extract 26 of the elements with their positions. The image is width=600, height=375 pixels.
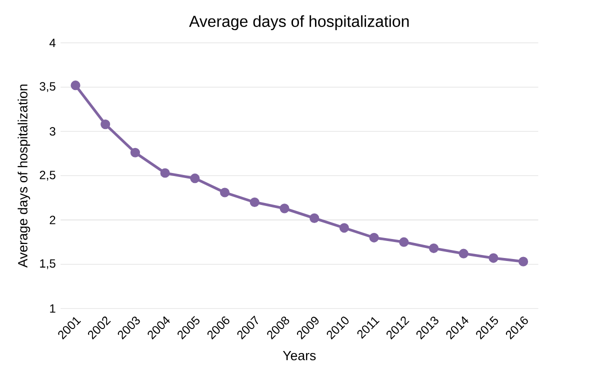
point [428, 244, 439, 254]
y-tick-label: 1,5 [40, 259, 56, 270]
point [339, 223, 349, 233]
y-tick-label: 3 [50, 127, 56, 136]
point [160, 168, 170, 178]
y-tick-label: 2 [50, 216, 56, 224]
point [130, 148, 140, 158]
y-tick-label: 3,5 [40, 82, 56, 92]
point [458, 248, 468, 259]
chart-title: Average days of hospitalization [189, 15, 409, 30]
y-axis-title: Average days of hospitalization [18, 84, 30, 268]
y-tick-label: 4 [49, 38, 56, 48]
point [250, 198, 260, 208]
y-tick-label: 2,5 [40, 170, 56, 181]
point [488, 253, 498, 263]
x-axis-title: Years [282, 351, 316, 360]
point [518, 256, 528, 266]
point [100, 120, 110, 130]
point [190, 174, 200, 184]
point [369, 233, 379, 243]
y-tick-label: 1 [50, 304, 56, 313]
point [310, 214, 320, 224]
point [399, 237, 409, 248]
point [220, 188, 230, 198]
point [280, 204, 290, 214]
point [70, 80, 80, 90]
